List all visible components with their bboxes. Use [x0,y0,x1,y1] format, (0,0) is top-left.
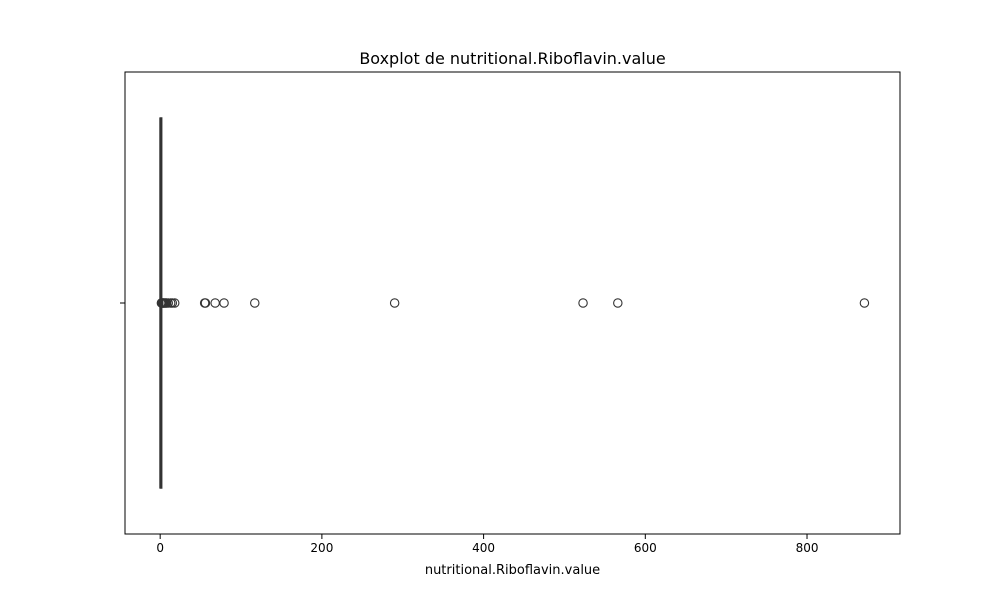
outlier-point [613,298,623,308]
outlier-point [250,298,260,308]
chart-title: Boxplot de nutritional.Riboflavin.value [359,49,665,68]
x-axis: 0 200 400 600 800 [156,534,818,555]
outlier-point [210,298,220,308]
x-tick-label: 800 [796,541,819,555]
outlier-point [163,298,174,308]
outlier-point [859,298,870,308]
outlier-point [169,298,180,308]
outlier-point [389,298,400,308]
x-tick-label: 400 [472,541,495,555]
outlier-point [167,298,178,308]
outlier-point [219,298,229,308]
x-tick-label: 0 [156,541,164,555]
outlier-point [578,298,588,308]
x-tick-label: 200 [310,541,333,555]
outlier-point [200,298,211,308]
x-tick-label: 600 [634,541,657,555]
x-axis-label: nutritional.Riboflavin.value [425,563,600,578]
plot-layer [156,117,870,489]
plot-frame [124,71,901,535]
